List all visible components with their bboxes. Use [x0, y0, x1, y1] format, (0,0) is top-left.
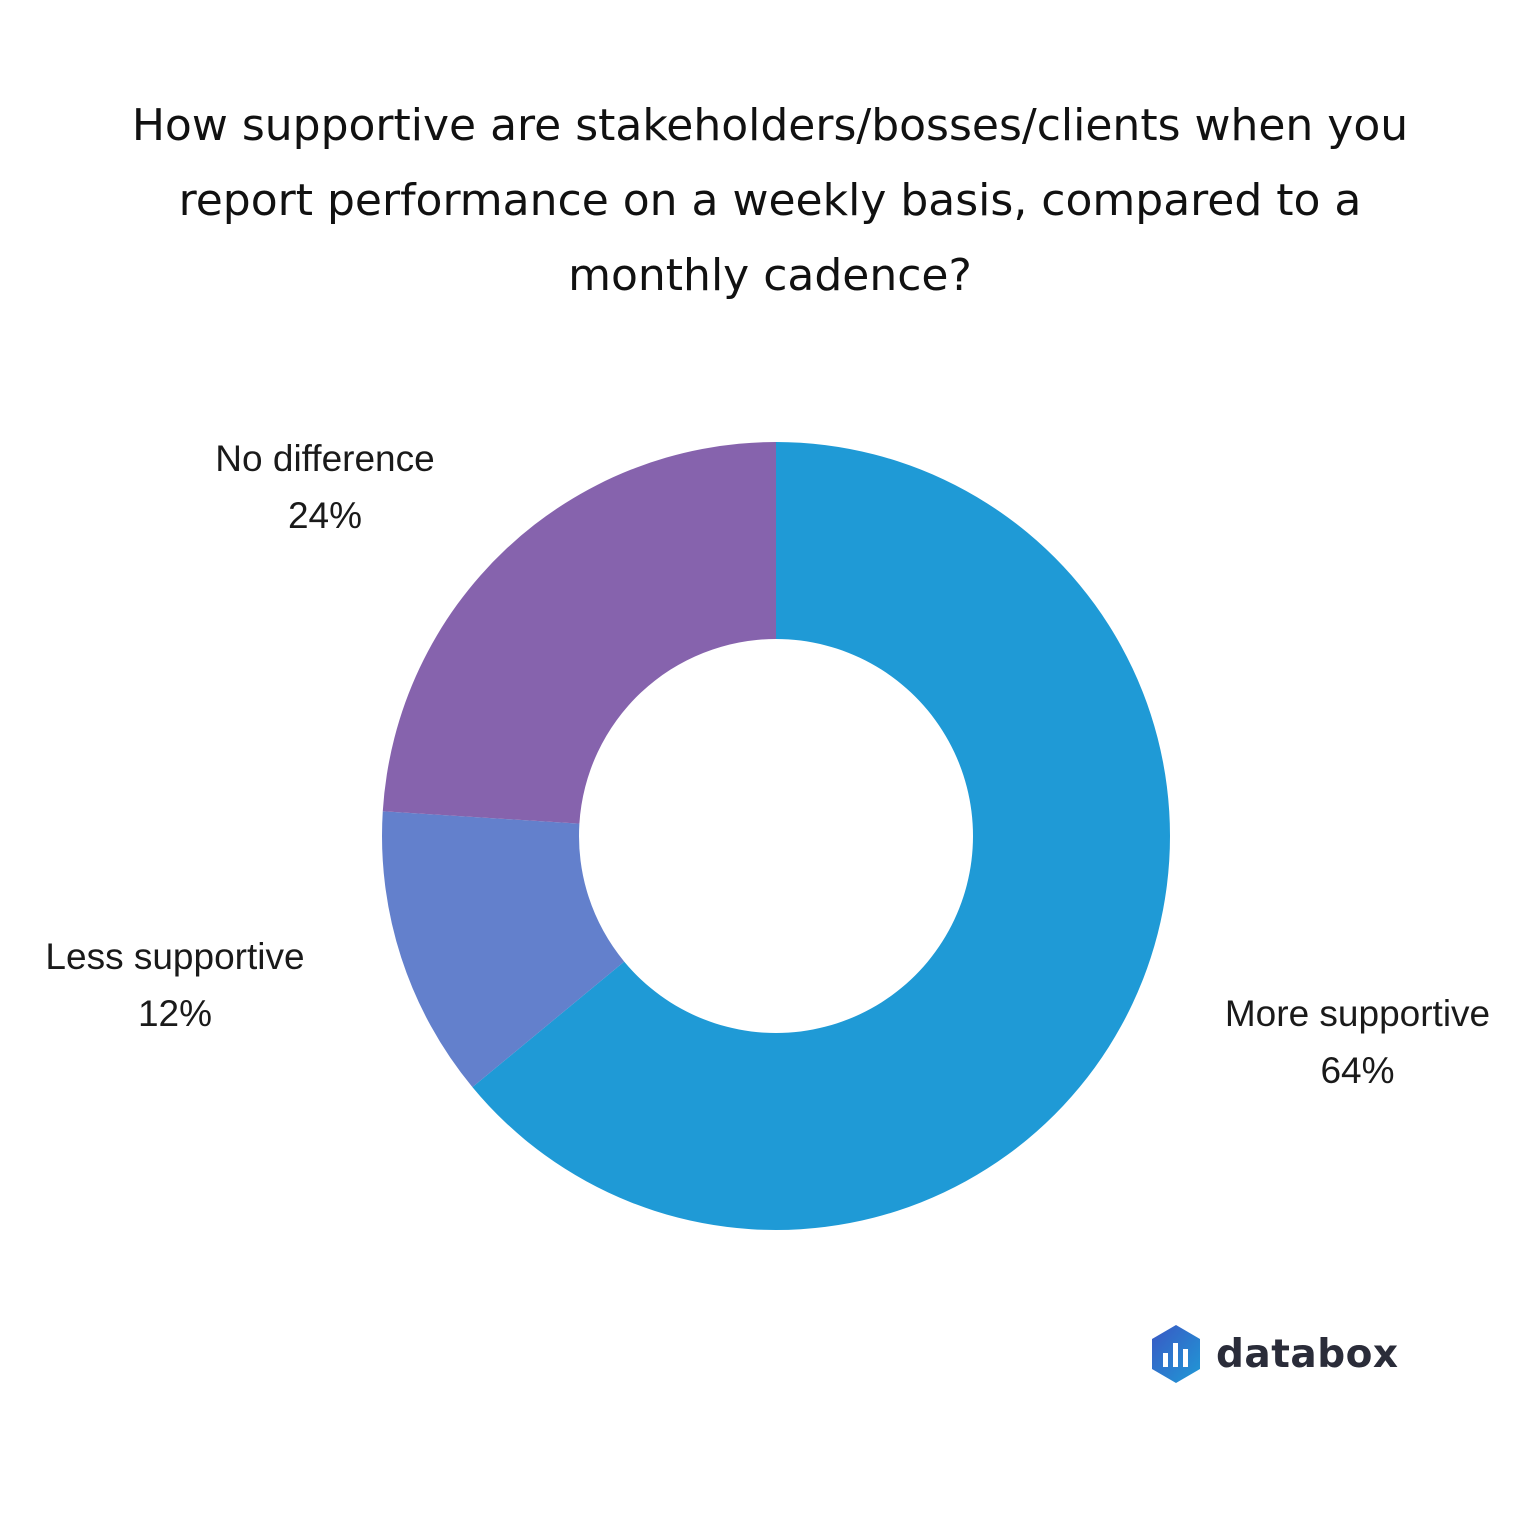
slice-label-value: 64%	[1320, 1050, 1395, 1091]
slice-label-value: 24%	[287, 495, 363, 536]
slice-label-name: No difference	[215, 438, 435, 479]
brand-logo: databox	[1148, 1322, 1399, 1386]
donut-slices	[382, 442, 1170, 1230]
slice-more-supportive	[472, 442, 1170, 1230]
slice-label-value: 12%	[137, 993, 213, 1034]
databox-logo-icon	[1152, 1325, 1200, 1383]
chart-title: How supportive are stakeholders/bosses/c…	[131, 100, 1409, 301]
slice-label-no-difference: No difference 24%	[195, 430, 455, 544]
slice-label-name: More supportive	[1224, 993, 1491, 1034]
slice-label-less-supportive: Less supportive 12%	[20, 928, 330, 1042]
brand-name: databox	[1216, 1331, 1399, 1377]
slice-label-name: Less supportive	[45, 936, 305, 977]
slice-label-more-supportive: More supportive 64%	[1195, 985, 1520, 1099]
slice-no-difference	[382, 442, 776, 824]
slice-less-supportive	[382, 811, 625, 1088]
